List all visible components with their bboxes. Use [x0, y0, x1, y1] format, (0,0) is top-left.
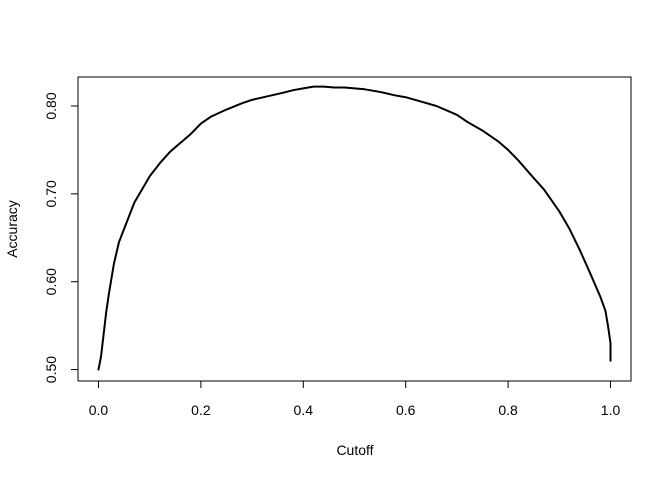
plot-frame	[77, 76, 632, 382]
y-tick-label: 0.70	[43, 180, 59, 207]
y-tick-label: 0.80	[43, 92, 59, 119]
x-tick-label: 1.0	[601, 402, 621, 418]
x-tick-label: 0.0	[89, 402, 109, 418]
x-axis: 0.0 0.2 0.4 0.6 0.8 1.0	[89, 380, 621, 418]
x-tick-label: 0.6	[396, 402, 416, 418]
x-tick-label: 0.2	[191, 402, 211, 418]
y-axis: 0.50 0.60 0.70 0.80	[43, 92, 79, 383]
y-tick-label: 0.60	[43, 268, 59, 295]
accuracy-series-line	[97, 85, 612, 371]
y-axis-title: Accuracy	[4, 200, 20, 258]
x-tick-label: 0.4	[294, 402, 314, 418]
y-tick-label: 0.50	[43, 356, 59, 383]
x-tick-label: 0.8	[498, 402, 518, 418]
x-axis-title: Cutoff	[336, 442, 373, 458]
